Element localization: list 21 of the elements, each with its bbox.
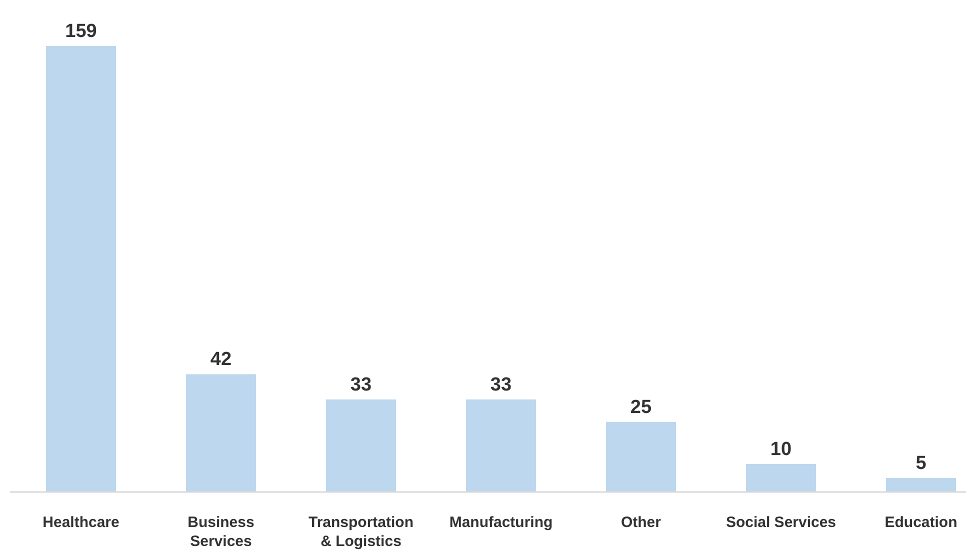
x-tick-label: Other xyxy=(620,514,662,531)
data-label: 33 xyxy=(490,374,512,396)
bar xyxy=(466,399,536,492)
x-tick-label: Healthcare xyxy=(42,514,120,531)
bar xyxy=(186,374,256,492)
x-tick-label: Transportation & Logistics xyxy=(308,514,414,550)
bar xyxy=(746,464,816,492)
x-tick-label: Social Services xyxy=(726,514,836,531)
bar xyxy=(606,422,676,492)
data-label: 159 xyxy=(65,21,97,42)
data-label: 33 xyxy=(350,374,372,396)
data-label: 42 xyxy=(210,349,232,370)
x-tick-label: Business Services xyxy=(188,514,254,550)
bar xyxy=(326,399,396,492)
bar xyxy=(46,46,116,492)
data-label: 10 xyxy=(770,438,792,460)
bar xyxy=(886,478,956,492)
data-label: 5 xyxy=(916,452,927,474)
x-tick-label: Education xyxy=(884,514,958,531)
x-tick-label: Manufacturing xyxy=(449,514,553,531)
data-label: 25 xyxy=(630,396,652,418)
